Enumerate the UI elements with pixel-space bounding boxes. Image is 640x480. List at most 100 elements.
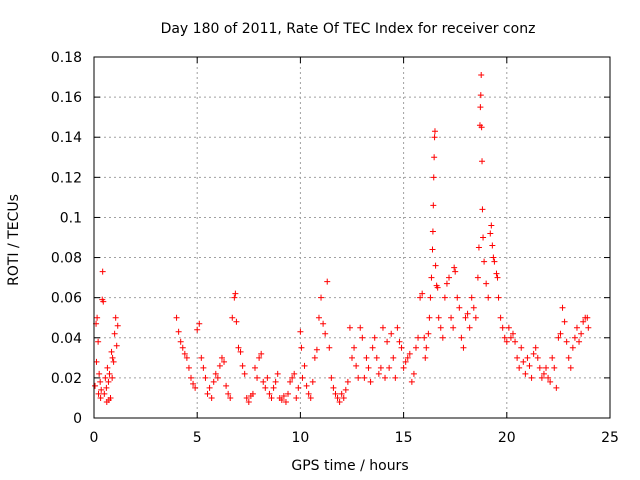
data-point xyxy=(585,324,592,331)
data-point xyxy=(495,294,502,301)
data-point xyxy=(173,314,180,321)
data-point xyxy=(216,362,223,369)
data-point xyxy=(260,378,267,385)
data-point xyxy=(105,396,112,403)
data-point xyxy=(202,374,209,381)
y-axis-label: ROTI / TECUs xyxy=(6,194,22,286)
data-point xyxy=(190,380,197,387)
data-point xyxy=(181,350,188,357)
data-point xyxy=(342,386,349,393)
y-tick-label: 0.18 xyxy=(51,50,82,66)
data-point xyxy=(472,314,479,321)
data-point xyxy=(475,244,482,251)
data-point xyxy=(183,354,190,361)
data-point xyxy=(274,370,281,377)
data-point xyxy=(241,370,248,377)
data-point xyxy=(194,326,201,333)
data-point xyxy=(435,314,442,321)
data-point xyxy=(177,338,184,345)
data-point xyxy=(285,390,292,397)
data-point xyxy=(108,348,115,355)
data-point xyxy=(227,394,234,401)
data-point xyxy=(464,310,471,317)
data-point xyxy=(547,378,554,385)
data-point xyxy=(363,354,370,361)
data-point xyxy=(402,358,409,365)
data-point xyxy=(557,330,564,337)
data-point xyxy=(478,124,485,131)
data-point xyxy=(365,364,372,371)
data-point xyxy=(340,394,347,401)
x-tick-label: 25 xyxy=(601,430,619,446)
data-point xyxy=(298,344,305,351)
data-point xyxy=(113,342,120,349)
data-point xyxy=(307,394,314,401)
data-point xyxy=(441,294,448,301)
data-point xyxy=(518,344,525,351)
data-point xyxy=(270,384,277,391)
data-point xyxy=(489,242,496,249)
data-point xyxy=(437,324,444,331)
data-point xyxy=(110,358,117,365)
data-point xyxy=(499,324,506,331)
data-point xyxy=(534,354,541,361)
data-point xyxy=(379,324,386,331)
data-point xyxy=(549,354,556,361)
data-point xyxy=(415,334,422,341)
data-point xyxy=(272,378,279,385)
data-point xyxy=(512,338,519,345)
data-point xyxy=(468,294,475,301)
data-point xyxy=(208,394,215,401)
y-tick-label: 0.16 xyxy=(51,90,82,106)
data-point xyxy=(458,334,465,341)
data-point xyxy=(103,384,110,391)
data-point xyxy=(369,344,376,351)
data-point xyxy=(530,350,537,357)
data-point xyxy=(225,390,232,397)
data-point xyxy=(514,354,521,361)
y-tick-label: 0 xyxy=(73,411,82,427)
data-point xyxy=(251,364,258,371)
x-axis-label: GPS time / hours xyxy=(291,458,408,474)
data-point xyxy=(427,294,434,301)
data-point xyxy=(334,394,341,401)
data-point xyxy=(491,258,498,265)
data-point xyxy=(493,270,500,277)
data-point xyxy=(520,358,527,365)
data-point xyxy=(430,174,437,181)
data-point xyxy=(477,104,484,111)
data-point xyxy=(97,378,104,385)
y-tick-label: 0.04 xyxy=(51,331,82,347)
data-point xyxy=(309,378,316,385)
data-point xyxy=(406,350,413,357)
x-tick-label: 5 xyxy=(193,430,202,446)
data-point xyxy=(569,344,576,351)
data-point xyxy=(109,374,116,381)
data-point xyxy=(392,374,399,381)
data-point xyxy=(470,304,477,311)
data-point xyxy=(101,390,108,397)
data-point xyxy=(231,294,238,301)
data-point xyxy=(218,354,225,361)
data-point xyxy=(105,378,112,385)
data-point xyxy=(287,378,294,385)
data-point xyxy=(239,362,246,369)
data-point xyxy=(540,370,547,377)
data-point xyxy=(266,390,273,397)
data-point xyxy=(114,322,121,329)
data-point xyxy=(330,384,337,391)
data-point xyxy=(507,334,514,341)
data-point xyxy=(450,324,457,331)
data-point xyxy=(98,386,105,393)
data-point xyxy=(320,320,327,327)
data-point xyxy=(338,390,345,397)
data-point xyxy=(192,384,199,391)
data-point xyxy=(210,378,217,385)
data-point xyxy=(361,374,368,381)
data-point xyxy=(188,374,195,381)
data-point xyxy=(456,304,463,311)
data-point xyxy=(282,398,289,405)
data-point xyxy=(349,354,355,361)
data-point xyxy=(221,358,228,365)
